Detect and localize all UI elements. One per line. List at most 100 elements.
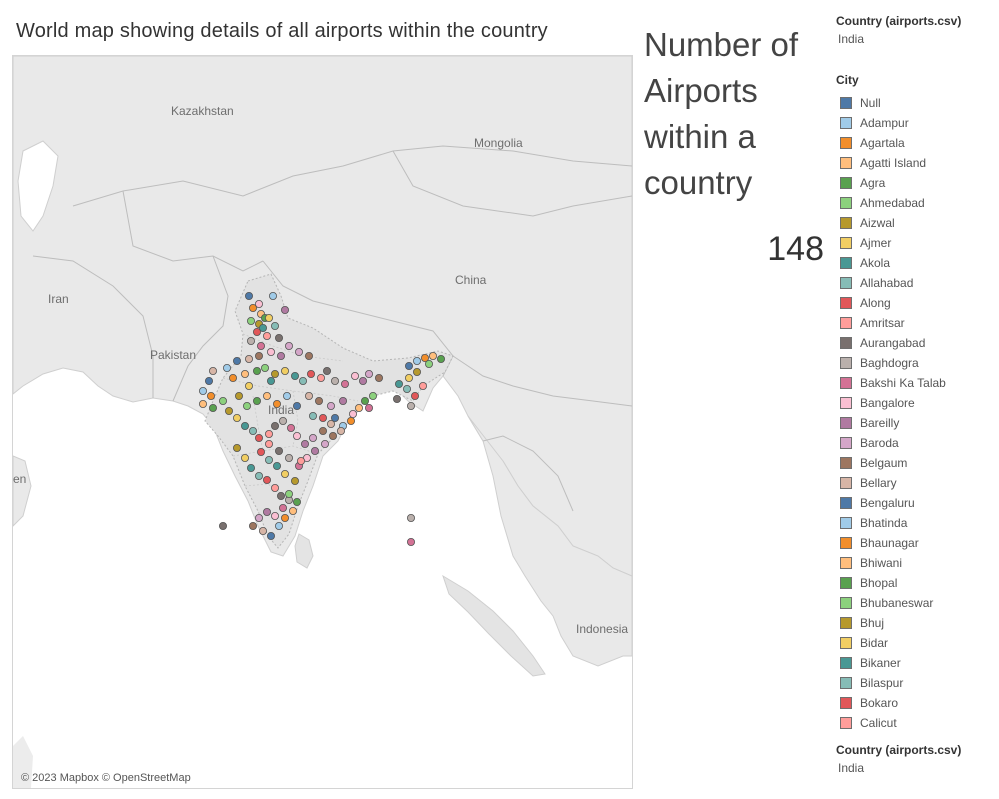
airport-marker[interactable] [354,403,363,412]
airport-marker[interactable] [412,367,421,376]
airport-marker[interactable] [394,379,403,388]
city-legend-item[interactable]: Ajmer [836,233,996,253]
airport-marker[interactable] [348,409,357,418]
airport-marker[interactable] [232,413,241,422]
airport-marker[interactable] [248,521,257,530]
airport-marker[interactable] [328,431,337,440]
airport-marker[interactable] [406,537,415,546]
airport-marker[interactable] [232,443,241,452]
airport-marker[interactable] [288,506,297,515]
airport-marker[interactable] [266,376,275,385]
airport-marker[interactable] [198,399,207,408]
airport-marker[interactable] [276,351,285,360]
airport-marker[interactable] [310,446,319,455]
airport-marker[interactable] [244,291,253,300]
airport-marker[interactable] [428,351,437,360]
airport-marker[interactable] [360,396,369,405]
airport-marker[interactable] [252,366,261,375]
airport-marker[interactable] [272,399,281,408]
airport-marker[interactable] [374,373,383,382]
city-legend-item[interactable]: Bareilly [836,413,996,433]
city-legend-item[interactable]: Bidar [836,633,996,653]
city-legend-item[interactable]: Adampur [836,113,996,133]
airport-marker[interactable] [240,421,249,430]
airport-marker[interactable] [358,376,367,385]
airport-marker[interactable] [198,386,207,395]
airport-marker[interactable] [330,413,339,422]
airport-marker[interactable] [412,356,421,365]
city-legend-item[interactable]: Akola [836,253,996,273]
airport-marker[interactable] [280,305,289,314]
airport-marker[interactable] [306,369,315,378]
airport-marker[interactable] [258,323,267,332]
airport-marker[interactable] [286,423,295,432]
airport-marker[interactable] [392,394,401,403]
airport-marker[interactable] [418,381,427,390]
airport-marker[interactable] [232,356,241,365]
airport-marker[interactable] [280,469,289,478]
city-legend-item[interactable]: Bhiwani [836,553,996,573]
city-legend-list[interactable]: Null Adampur Agartala Agatti Island Agra Ahme… [836,93,996,733]
airport-marker[interactable] [248,426,257,435]
airport-marker[interactable] [330,376,339,385]
airport-marker[interactable] [292,431,301,440]
airport-marker[interactable] [420,353,429,362]
airport-marker[interactable] [228,373,237,382]
airport-marker[interactable] [290,371,299,380]
airport-marker[interactable] [282,391,291,400]
airport-marker[interactable] [340,379,349,388]
airport-marker[interactable] [270,483,279,492]
airport-marker[interactable] [254,471,263,480]
airport-marker[interactable] [280,366,289,375]
airport-marker[interactable] [252,327,261,336]
city-legend-item[interactable]: Bhopal [836,573,996,593]
city-legend-item[interactable]: Bangalore [836,393,996,413]
city-legend-item[interactable]: Ahmedabad [836,193,996,213]
airport-marker[interactable] [240,369,249,378]
airport-marker[interactable] [276,491,285,500]
airport-marker[interactable] [266,531,275,540]
airport-marker[interactable] [326,419,335,428]
airport-marker[interactable] [256,447,265,456]
airport-marker[interactable] [322,366,331,375]
airport-marker[interactable] [244,381,253,390]
airport-marker[interactable] [264,313,273,322]
airport-marker[interactable] [242,401,251,410]
airport-marker[interactable] [308,411,317,420]
airport-marker[interactable] [260,363,269,372]
airport-marker[interactable] [256,341,265,350]
airport-marker[interactable] [218,396,227,405]
airport-marker[interactable] [402,384,411,393]
airport-marker[interactable] [320,439,329,448]
airport-marker[interactable] [278,416,287,425]
airport-marker[interactable] [204,376,213,385]
airport-marker[interactable] [336,426,345,435]
airport-marker[interactable] [338,396,347,405]
airport-marker[interactable] [300,439,309,448]
airport-marker[interactable] [404,361,413,370]
airport-marker[interactable] [284,489,293,498]
airport-marker[interactable] [254,299,263,308]
airport-marker[interactable] [262,507,271,516]
airport-marker[interactable] [410,391,419,400]
airport-marker[interactable] [264,439,273,448]
city-legend-item[interactable]: Calicut [836,713,996,733]
city-legend-item[interactable]: Bengaluru [836,493,996,513]
airport-marker[interactable] [424,359,433,368]
country-filter-bottom-value[interactable]: India [838,761,865,775]
airport-marker[interactable] [278,503,287,512]
city-legend-item[interactable]: Bhubaneswar [836,593,996,613]
airport-marker[interactable] [350,371,359,380]
airport-marker[interactable] [292,401,301,410]
airport-marker[interactable] [268,291,277,300]
airport-marker[interactable] [308,433,317,442]
airport-marker[interactable] [264,455,273,464]
airport-marker[interactable] [436,354,445,363]
airport-marker[interactable] [364,369,373,378]
country-filter-value[interactable]: India [838,32,865,46]
airport-marker[interactable] [314,396,323,405]
airport-marker[interactable] [368,391,377,400]
city-legend-item[interactable]: Bokaro [836,693,996,713]
airport-marker[interactable] [208,403,217,412]
airport-marker[interactable] [346,416,355,425]
